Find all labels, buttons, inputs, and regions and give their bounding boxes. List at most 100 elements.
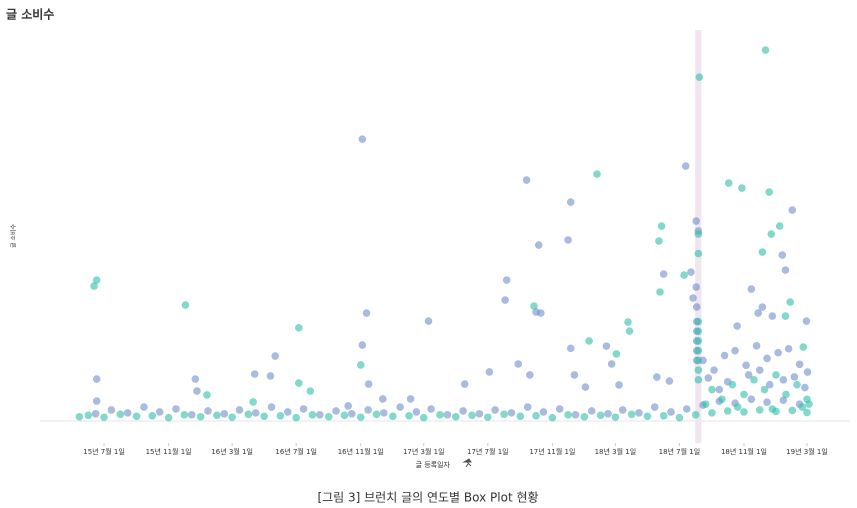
point [740,408,748,416]
point [249,398,257,406]
point [555,405,564,413]
point [781,266,790,274]
point [213,411,221,420]
point [788,406,797,415]
point [522,176,531,184]
point [801,383,809,392]
point [782,390,790,399]
point [92,375,101,383]
point [733,322,741,330]
point [107,406,116,414]
point [534,241,543,249]
point [747,395,756,404]
point [738,184,746,192]
point [763,398,771,406]
point [718,395,726,404]
point [803,408,811,417]
point [765,380,774,389]
point [180,411,189,419]
point [332,407,340,415]
point [502,276,511,284]
point [283,408,292,416]
point [675,413,684,422]
point [459,407,467,415]
point [228,413,236,422]
x-tick-label: 18년 3월 1일 [595,447,637,456]
point [316,411,324,419]
point [585,337,593,345]
point [708,409,716,417]
point [596,411,605,420]
point [650,403,659,411]
point [779,396,788,405]
point [580,412,589,421]
x-tick-label: 17년 7월 1일 [467,447,509,456]
point [755,366,764,374]
x-tick-label: 18년 11월 1일 [721,447,767,456]
point [772,371,780,379]
point [768,312,777,320]
point [405,411,413,420]
point [682,405,691,413]
point [306,387,315,395]
point [691,411,700,419]
point [436,411,444,419]
point [742,361,750,370]
point [379,395,387,403]
tick-layer: 15년 7월 1일 15년 11월 1일 16년 3월 1일 16년 7월 1일 16년… [83,443,828,456]
point [427,405,435,413]
point [625,327,634,335]
point [694,356,703,365]
point [295,324,303,332]
point [788,206,797,214]
point [164,413,173,422]
point [485,368,494,376]
point [525,371,534,379]
point [607,360,616,368]
point [250,370,259,378]
point [148,411,157,420]
point [720,351,729,360]
point [75,412,84,421]
point [778,251,787,259]
x-tick-label: 15년 11월 1일 [146,447,192,456]
point [655,237,663,245]
x-tick-label: 16년 11월 1일 [338,447,384,456]
point [740,390,748,399]
point [564,236,572,244]
point [755,406,764,414]
point [388,412,397,421]
point [779,376,788,384]
point [758,248,767,256]
point [701,400,710,408]
point [657,222,666,230]
point [774,348,782,357]
point [443,411,452,419]
point [587,407,596,415]
pin-icon [462,458,472,468]
point [468,411,476,420]
point [523,403,532,411]
point [694,327,703,336]
point [763,354,771,363]
point [266,372,275,380]
point [483,413,492,422]
point [694,376,703,384]
point [356,361,365,369]
point [244,410,253,419]
point [566,198,575,206]
point [193,387,201,395]
point [203,391,211,399]
point [260,412,268,421]
point [728,380,737,389]
point [694,366,703,374]
point [406,395,415,403]
point [235,406,244,414]
point [612,350,621,358]
point [715,385,724,394]
point [750,376,758,384]
x-tick-label: 17년 3월 1일 [403,447,445,456]
point [92,276,101,284]
point [744,371,753,379]
